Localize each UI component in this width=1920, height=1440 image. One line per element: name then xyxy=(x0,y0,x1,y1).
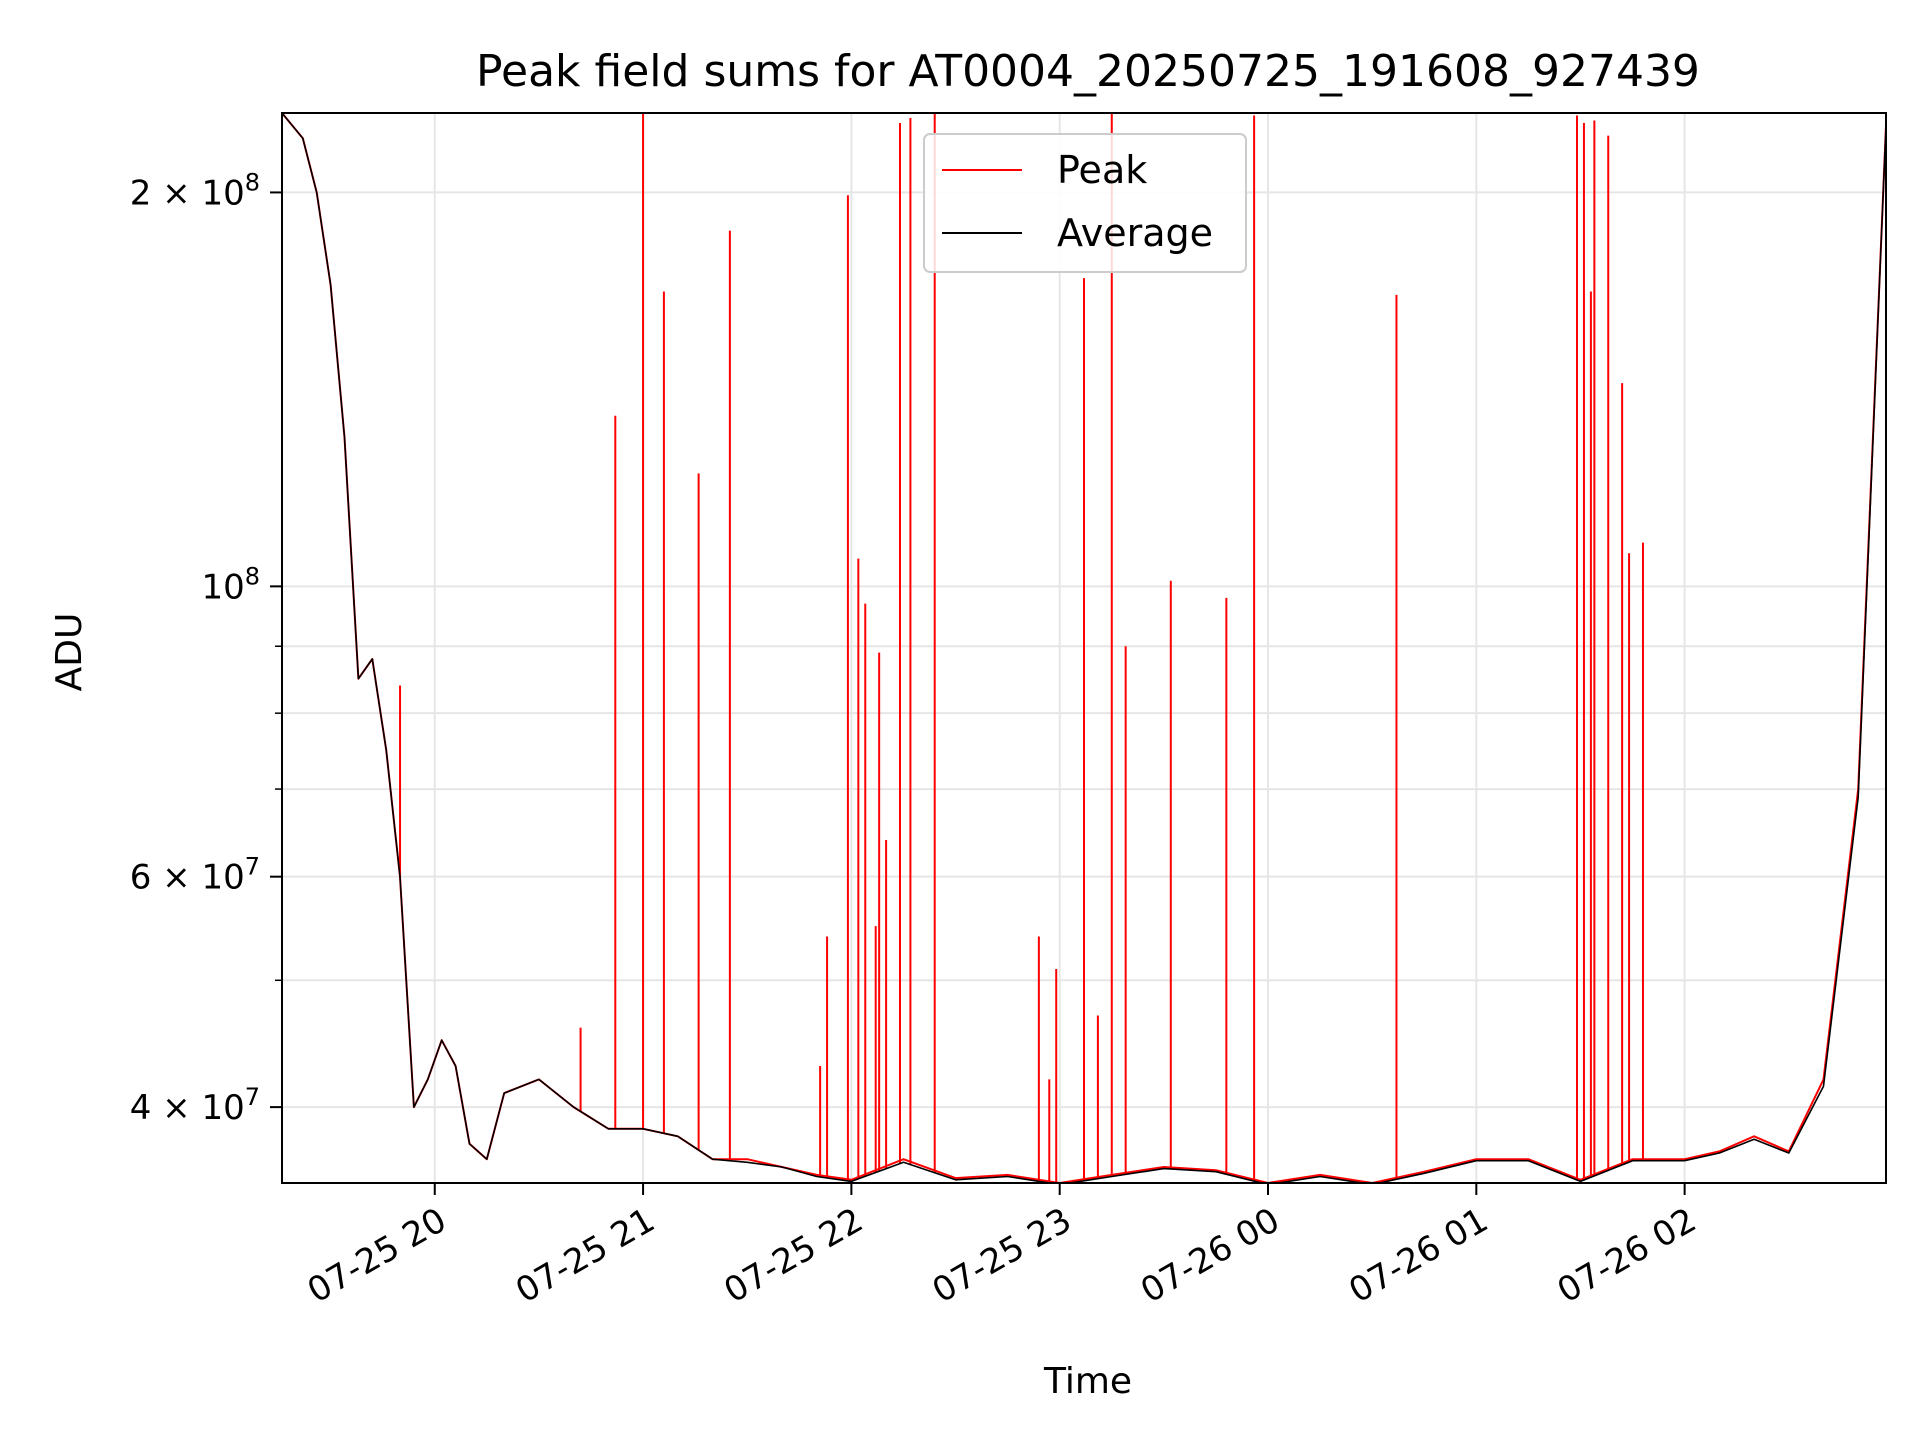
y-tick-label: 2 × 108 xyxy=(130,168,260,213)
y-tick-label: 108 xyxy=(201,562,260,607)
y-tick-label: 6 × 107 xyxy=(130,853,260,898)
y-axis: 4 × 107 6 × 107 108 2 × 108 xyxy=(130,168,282,1128)
series-average-line xyxy=(282,113,1886,1183)
legend-box xyxy=(923,133,1247,273)
y-axis-label: ADU xyxy=(49,613,90,692)
legend-average-label: Average xyxy=(1057,211,1213,255)
y-tick-label: 4 × 107 xyxy=(130,1083,260,1128)
legend-peak-label: Peak xyxy=(1057,148,1147,192)
plot-frame xyxy=(281,112,1887,1184)
legend: Peak Average xyxy=(923,133,1247,273)
x-axis-label: Time xyxy=(1043,1361,1132,1402)
chart-title: Peak field sums for AT0004_20250725_1916… xyxy=(476,46,1700,97)
plot-area xyxy=(282,113,1886,1183)
